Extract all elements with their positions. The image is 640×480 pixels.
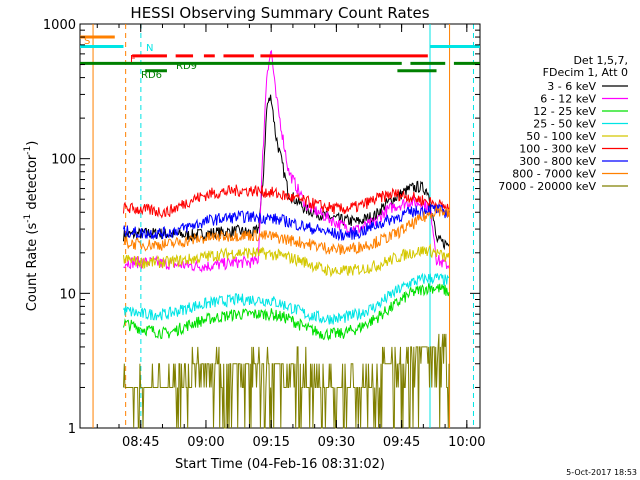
series-line-6	[123, 203, 450, 242]
footer-timestamp: 5-Oct-2017 18:53	[566, 468, 637, 477]
flag-label-3: RD9	[176, 61, 197, 72]
x-tick-label-0: 08:45	[122, 435, 159, 450]
x-ticks: 08:45 09:00 09:15 09:30 09:45 10:00	[96, 24, 486, 450]
plot-frame	[79, 23, 481, 429]
legend-label-0: 3 - 6 keV	[547, 80, 596, 93]
x-tick-label-1: 09:00	[187, 435, 224, 450]
series-line-2	[123, 283, 450, 342]
series-layer	[123, 49, 450, 429]
y-ticks: 1 10 100 1000	[43, 18, 480, 437]
legend-label-6: 300 - 800 keV	[519, 155, 596, 168]
y-tick-label-3: 1000	[43, 18, 76, 33]
y-tick-label-1: 10	[59, 287, 76, 302]
x-axis-label: Start Time (04-Feb-16 08:31:02)	[175, 457, 385, 472]
legend-label-2: 12 - 25 keV	[533, 105, 596, 118]
y-axis-label: Count Rate (s-1 detector-1)	[23, 141, 40, 312]
legend-label-5: 100 - 300 keV	[519, 143, 596, 156]
x-tick-label-5: 10:00	[448, 435, 485, 450]
x-tick-label-4: 09:45	[383, 435, 420, 450]
flag-label-0: S	[84, 36, 90, 47]
x-tick-label-3: 09:30	[318, 435, 355, 450]
legend-label-7: 800 - 7000 keV	[512, 168, 596, 181]
series-line-4	[123, 243, 450, 278]
flag-label-1: N	[146, 43, 153, 54]
legend-label-1: 6 - 12 keV	[540, 93, 596, 106]
series-line-7	[123, 205, 450, 256]
legend-label-8: 7000 - 20000 keV	[498, 180, 596, 193]
legend-label-3: 25 - 50 keV	[533, 118, 596, 131]
series-line-8	[123, 333, 450, 429]
series-line-5	[123, 184, 450, 219]
y-tick-label-0: 1	[68, 422, 76, 437]
series-line-0	[123, 94, 450, 251]
plot-area: S NF RD9 RD6 08:45 09:00 09:15 09:30 09:45 10:00…	[43, 18, 486, 450]
flag-label-4: RD6	[141, 70, 162, 81]
legend-label-4: 50 - 100 keV	[526, 130, 596, 143]
chart-title: HESSI Observing Summary Count Rates	[130, 4, 429, 22]
x-tick-label-2: 09:15	[252, 435, 289, 450]
series-line-3	[123, 272, 450, 325]
y-tick-label-2: 100	[51, 153, 76, 168]
legend-header-0: Det 1,5,7,	[573, 54, 628, 67]
legend-header-1: FDecim 1, Att 0	[543, 66, 628, 79]
flag-label-2: F	[130, 54, 136, 65]
flag-bars-layer: S NF RD9 RD6	[80, 35, 480, 81]
